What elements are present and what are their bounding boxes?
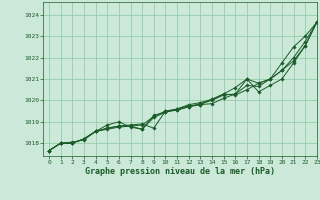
X-axis label: Graphe pression niveau de la mer (hPa): Graphe pression niveau de la mer (hPa) xyxy=(85,167,275,176)
